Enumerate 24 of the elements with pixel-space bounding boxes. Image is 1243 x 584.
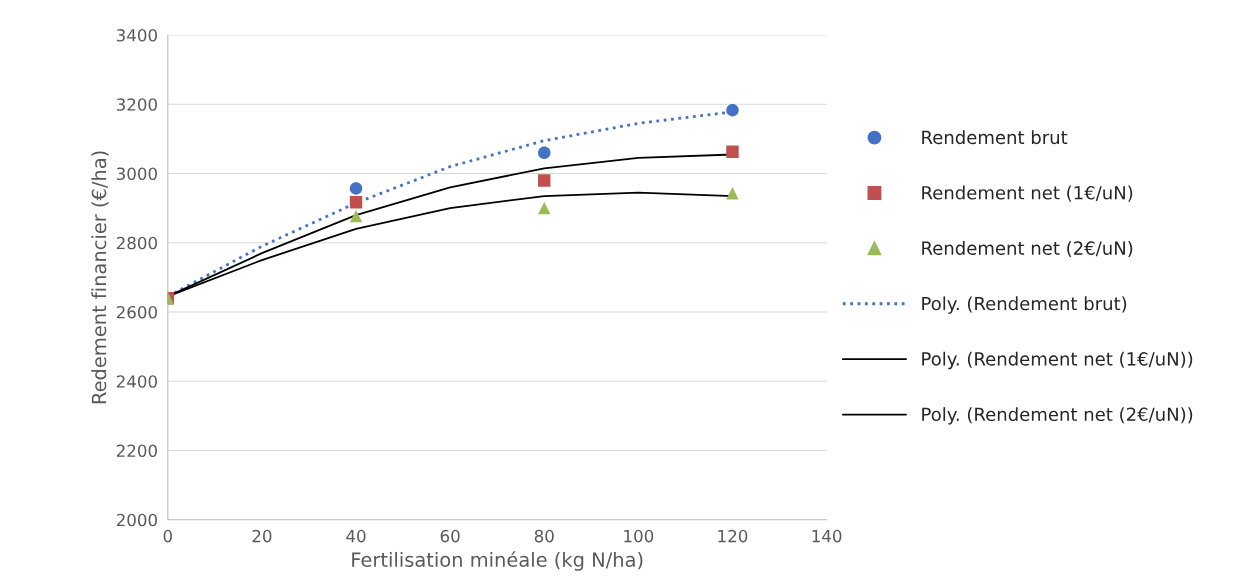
y-tick-label: 2400 bbox=[116, 375, 157, 388]
legend-label: Rendement net (1€/uN) bbox=[922, 185, 1133, 202]
y-tick-label: 2000 bbox=[116, 513, 157, 527]
x-axis-title: Fertilisation minéale (kg N/ha) bbox=[352, 551, 643, 571]
legend-label: Poly. (Rendement brut) bbox=[922, 296, 1127, 314]
y-tick-label: 3200 bbox=[116, 98, 157, 111]
y-tick-label: 2800 bbox=[116, 236, 157, 250]
y-tick-label: 2600 bbox=[116, 305, 157, 319]
legend-label: Poly. (Rendement net (2€/uN)) bbox=[922, 407, 1193, 425]
x-tick-label: 120 bbox=[718, 529, 748, 543]
x-tick-label: 40 bbox=[346, 529, 366, 543]
legend-label: Rendement net (2€/uN) bbox=[922, 240, 1133, 258]
y-tick-label: 2200 bbox=[116, 444, 157, 458]
y-tick-label: 3400 bbox=[116, 29, 157, 42]
x-tick-label: 100 bbox=[624, 529, 654, 543]
x-tick-label: 140 bbox=[812, 529, 842, 543]
x-tick-label: 80 bbox=[534, 529, 554, 543]
x-tick-label: 20 bbox=[252, 529, 272, 543]
y-tick-label: 3000 bbox=[116, 167, 157, 181]
x-tick-label: 60 bbox=[440, 529, 460, 543]
y-axis-title: Redement financier (€/ha) bbox=[91, 151, 109, 404]
x-tick-label: 0 bbox=[163, 529, 172, 543]
legend-label: Rendement brut bbox=[922, 130, 1068, 145]
legend-label: Poly. (Rendement net (1€/uN)) bbox=[922, 351, 1193, 370]
